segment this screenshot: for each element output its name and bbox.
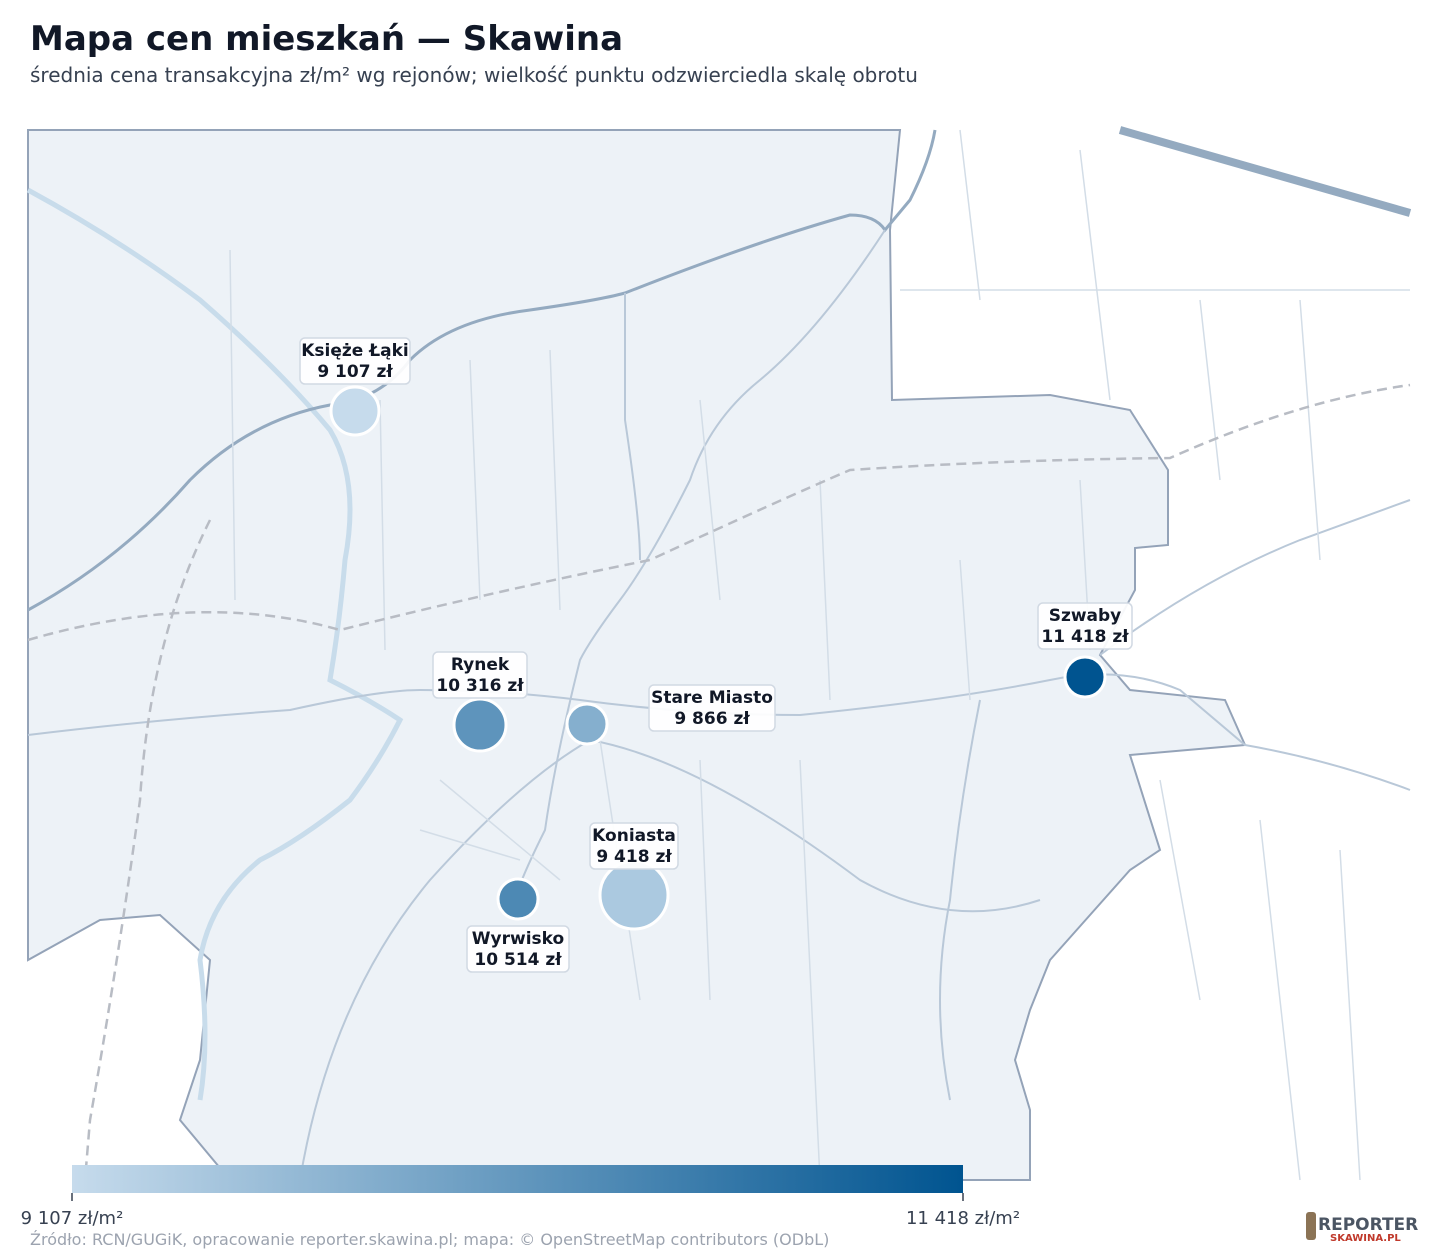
label-box <box>648 684 776 732</box>
point-name: Szwaby <box>1049 606 1122 626</box>
point-name: Koniasta <box>592 826 676 846</box>
colorbar-ramp <box>72 1165 963 1193</box>
colorbar-max-label: 11 418 zł/m² <box>906 1208 1020 1229</box>
points: Księże Łąki 9 107 zł Rynek 10 316 zł Sta… <box>299 337 1133 973</box>
point-price: 9 418 zł <box>596 847 672 867</box>
price-point[interactable] <box>598 859 670 931</box>
logo: REPORTER SKAWINA.PL <box>1306 1212 1418 1244</box>
price-point[interactable] <box>496 877 540 921</box>
label-box <box>432 651 528 699</box>
point-name: Rynek <box>451 655 510 675</box>
point-price: 10 316 zł <box>436 676 524 696</box>
point-name: Stare Miasto <box>651 688 773 708</box>
point-price: 10 514 zł <box>474 950 562 970</box>
label-box <box>589 822 679 870</box>
price-point[interactable] <box>452 697 508 753</box>
point-name: Wyrwisko <box>472 929 564 949</box>
label-box <box>466 925 570 973</box>
point-price: 9 866 zł <box>674 709 750 729</box>
basemap <box>26 126 1412 1181</box>
colorbar-min-label: 9 107 zł/m² <box>21 1208 124 1229</box>
title: Mapa cen mieszkań — Skawina <box>30 19 623 59</box>
source: Źródło: RCN/GUGiK, opracowanie reporter.… <box>30 1230 829 1249</box>
label-box <box>1037 602 1133 650</box>
point-price: 9 107 zł <box>317 362 393 382</box>
logo-bottom: SKAWINA.PL <box>1330 1233 1401 1244</box>
price-point[interactable] <box>1063 655 1107 699</box>
subtitle: średnia cena transakcyjna zł/m² wg rejon… <box>30 63 918 87</box>
point-price: 11 418 zł <box>1041 627 1129 647</box>
logo-top: REPORTER <box>1318 1215 1418 1235</box>
label-box <box>299 337 411 385</box>
price-point[interactable] <box>329 385 381 437</box>
point-name: Księże Łąki <box>301 341 409 361</box>
price-point[interactable] <box>565 702 609 746</box>
colorbar: 9 107 zł/m² 11 418 zł/m² <box>21 1165 1020 1229</box>
